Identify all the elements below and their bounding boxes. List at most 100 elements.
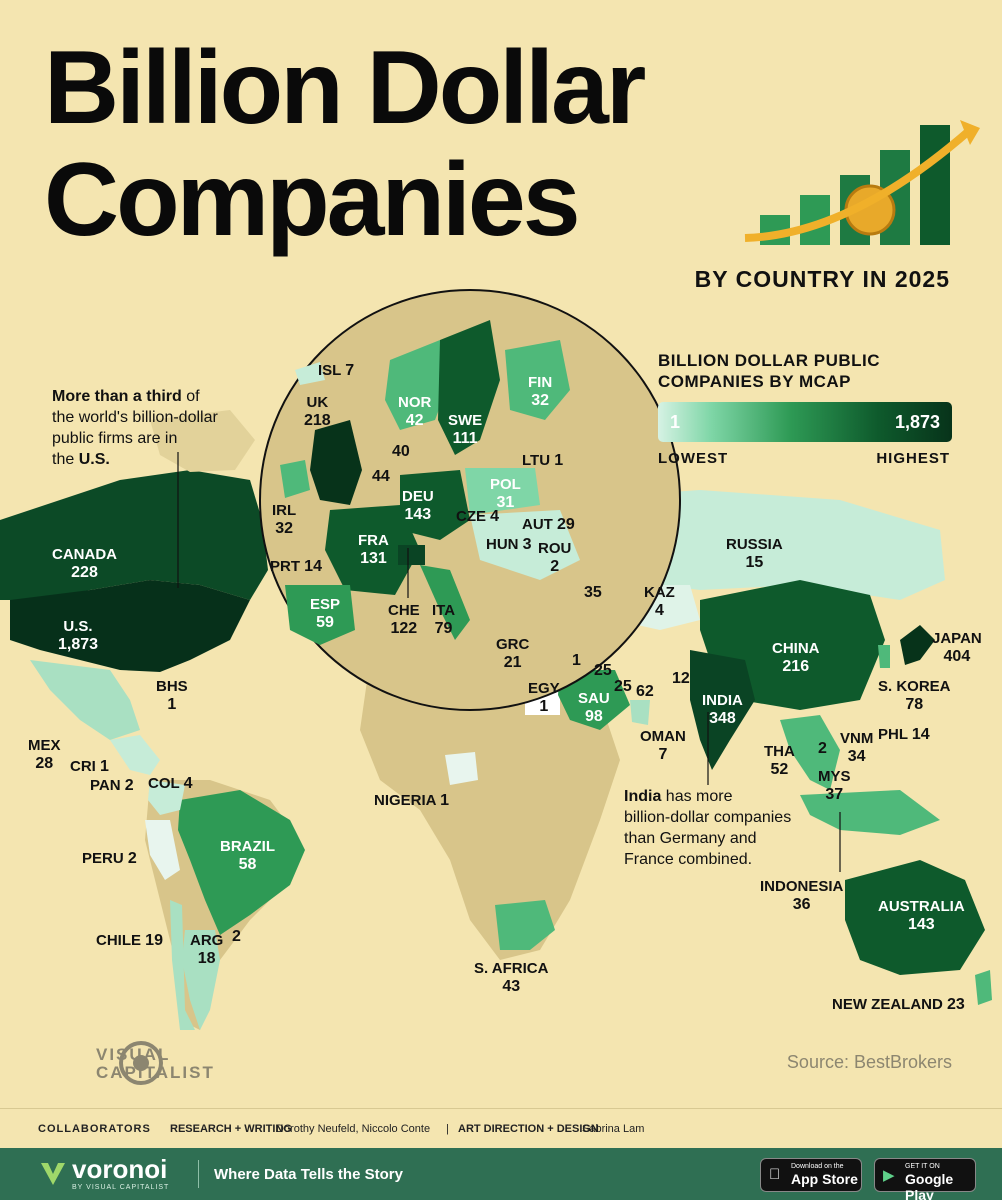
- country-value: 32: [531, 392, 549, 409]
- country-value: 216: [782, 658, 810, 675]
- country-value: 19: [145, 932, 163, 949]
- europe-label: FIN 32: [528, 374, 552, 410]
- country-value: 37: [825, 786, 844, 803]
- us-note-bold2: U.S.: [78, 451, 110, 468]
- europe-label: ROU 2: [538, 540, 571, 576]
- country-name: DEU: [402, 488, 434, 505]
- shape-japan: [900, 625, 935, 665]
- shape-new-zealand: [975, 970, 992, 1005]
- country-value: 218: [304, 412, 331, 429]
- europe-label: ESP 59: [310, 596, 340, 632]
- country-name: OMAN: [640, 728, 686, 745]
- country-label: SAU 98: [578, 690, 610, 726]
- shape-korea: [878, 645, 890, 668]
- shape-uk: [310, 420, 362, 505]
- country-value: 111: [452, 430, 478, 447]
- shape-brazil: [178, 790, 305, 935]
- country-value: 78: [905, 696, 924, 713]
- shape-argentina: [182, 930, 220, 1030]
- legend-gradient-bar: [658, 402, 952, 442]
- shape-france: [325, 505, 420, 595]
- us-note-bold: More than a third: [52, 388, 182, 405]
- art-names: Sabrina Lam: [582, 1123, 645, 1135]
- country-value: 2: [232, 928, 241, 945]
- europe-label: NOR 42: [398, 394, 431, 430]
- country-label: RUSSIA 15: [726, 536, 783, 572]
- country-name: ARG: [190, 932, 224, 949]
- country-value: 2: [550, 558, 560, 575]
- country-label: COL 4: [148, 775, 192, 793]
- country-name: PRT: [270, 558, 300, 575]
- country-name: PERU: [82, 850, 124, 867]
- europe-label: IRL 32: [272, 502, 296, 538]
- country-label: ARG 18: [190, 932, 223, 968]
- vc-line2: CAPITALIST: [96, 1063, 215, 1082]
- country-value: 14: [304, 558, 322, 575]
- country-name: ESP: [310, 596, 341, 613]
- visual-capitalist-wordmark: VISUAL CAPITALIST: [96, 1046, 215, 1082]
- country-value: 25: [614, 678, 632, 695]
- app-store-button[interactable]:  Download on the App Store: [760, 1158, 862, 1192]
- research-label: RESEARCH + WRITING: [170, 1123, 292, 1135]
- country-value: 228: [71, 564, 98, 581]
- source-note: Source: BestBrokers: [786, 1052, 952, 1072]
- subtitle: BY COUNTRY IN 2025: [694, 266, 950, 292]
- country-name: CHILE: [96, 932, 141, 949]
- country-label: 35: [584, 584, 602, 602]
- country-name: INDIA: [702, 692, 743, 709]
- country-value: 1,873: [58, 636, 99, 653]
- country-name: CANADA: [52, 546, 117, 563]
- europe-label: 44: [372, 468, 390, 486]
- country-value: 7: [345, 362, 355, 379]
- shape-eastern-europe: [470, 510, 580, 580]
- vc-line1: VISUAL: [96, 1045, 171, 1064]
- country-name: BRAZIL: [220, 838, 275, 855]
- country-label: VNM 34: [840, 730, 873, 766]
- country-value: 32: [275, 520, 293, 537]
- shape-finland: [505, 340, 570, 420]
- country-label: EGY 1: [528, 680, 560, 716]
- country-value: 44: [372, 468, 390, 485]
- country-name: VNM: [840, 730, 874, 747]
- country-label: MYS 37: [818, 768, 851, 804]
- europe-label: AUT 29: [522, 516, 575, 534]
- country-name: CHE: [388, 602, 420, 619]
- country-value: 34: [847, 748, 866, 765]
- footer-divider: [198, 1160, 199, 1188]
- country-name: AUT: [522, 516, 553, 533]
- country-name: JAPAN: [932, 630, 982, 647]
- country-label: 1: [572, 652, 581, 670]
- country-label: INDIA 348: [702, 692, 743, 728]
- visual-capitalist-logo-icon: [119, 1041, 163, 1085]
- legend-max-value: 1,873: [894, 412, 940, 432]
- country-value: 14: [911, 726, 930, 743]
- country-value: 1: [440, 792, 450, 809]
- europe-label: GRC 21: [496, 636, 529, 672]
- google-play-label: Google Play: [905, 1171, 954, 1200]
- europe-label: HUN 3: [486, 536, 532, 554]
- shape-norway: [385, 340, 450, 430]
- europe-label: CZE 4: [456, 508, 499, 526]
- apple-icon: : [769, 1166, 780, 1183]
- europe-label: UK 218: [304, 394, 331, 430]
- footer-tagline: Where Data Tells the Story: [214, 1166, 403, 1183]
- india-note-bold: India: [624, 788, 662, 805]
- country-value: 40: [392, 443, 410, 460]
- google-play-button[interactable]: ▶ GET IT ON Google Play: [874, 1158, 976, 1200]
- shape-peru: [145, 820, 180, 880]
- country-name: KAZ: [644, 584, 675, 601]
- world-map: [0, 120, 992, 1030]
- shape-switzerland: [398, 545, 425, 565]
- india-note: India has more billion-dollar companies …: [624, 786, 791, 870]
- voronoi-wordmark[interactable]: voronoi: [72, 1154, 168, 1184]
- country-name: FRA: [358, 532, 389, 549]
- country-value: 143: [404, 506, 432, 523]
- india-note-text1: has more: [661, 788, 733, 805]
- country-value: 3: [522, 536, 532, 553]
- shape-poland: [465, 468, 540, 515]
- country-label: BRAZIL 58: [220, 838, 275, 874]
- us-note-text2: the world's billion-dollar: [52, 409, 218, 426]
- shape-sweden: [438, 320, 500, 455]
- google-play-small-text: GET IT ON: [905, 1163, 940, 1170]
- country-name: HUN: [486, 536, 519, 553]
